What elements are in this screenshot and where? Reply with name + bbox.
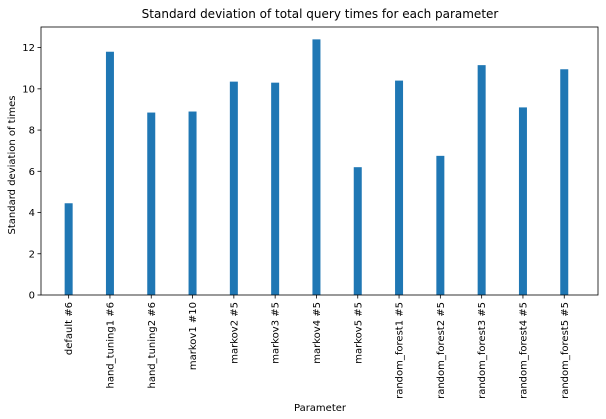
x-tick-label-10: random_forest3 #5 (477, 302, 488, 399)
bar-4 (229, 81, 238, 295)
plot-area: 0 2 4 6 8 10 12 default #6 hand_tuning1 #6 hand_t… (22, 26, 599, 399)
x-tick-label-9: random_forest2 #5 (436, 302, 447, 399)
x-tick-label-3: markov1 #10 (188, 302, 199, 370)
x-tick-label-12: random_forest5 #5 (560, 302, 571, 399)
y-tick-label-0: 0 (29, 291, 35, 302)
chart-title: Standard deviation of total query times … (142, 7, 499, 21)
bar-7 (353, 167, 362, 295)
x-tick-label-11: random_forest4 #5 (518, 302, 529, 399)
y-tick-label-5: 10 (22, 84, 35, 95)
x-tick-label-6: markov4 #5 (312, 302, 323, 364)
bar-1 (105, 51, 114, 295)
bar-8 (395, 80, 404, 295)
x-tick-label-2: hand_tuning2 #6 (147, 302, 158, 389)
x-tick-label-1: hand_tuning1 #6 (105, 302, 116, 389)
bar-6 (312, 39, 321, 295)
y-tick-label-6: 12 (22, 43, 35, 54)
bar-10 (477, 65, 486, 295)
x-tick-label-0: default #6 (64, 302, 75, 355)
x-tick-label-4: markov2 #5 (229, 302, 240, 364)
bar-0 (64, 203, 73, 295)
x-tick-label-7: markov5 #5 (353, 302, 364, 364)
y-tick-label-1: 2 (29, 249, 35, 260)
y-tick-label-2: 4 (29, 208, 35, 219)
bar-11 (518, 107, 527, 296)
y-tick-label-4: 8 (29, 126, 35, 137)
bar-9 (436, 155, 445, 295)
bar-2 (147, 112, 156, 295)
bar-3 (188, 111, 197, 296)
x-axis-label: Parameter (294, 403, 347, 414)
plot-frame (40, 26, 599, 296)
y-axis-label: Standard deviation of times (7, 96, 18, 235)
x-tick-label-5: markov3 #5 (271, 302, 282, 364)
bar-5 (271, 82, 280, 296)
x-tick-label-8: random_forest1 #5 (395, 302, 406, 399)
y-tick-label-3: 6 (29, 167, 35, 178)
bar-12 (560, 69, 569, 295)
